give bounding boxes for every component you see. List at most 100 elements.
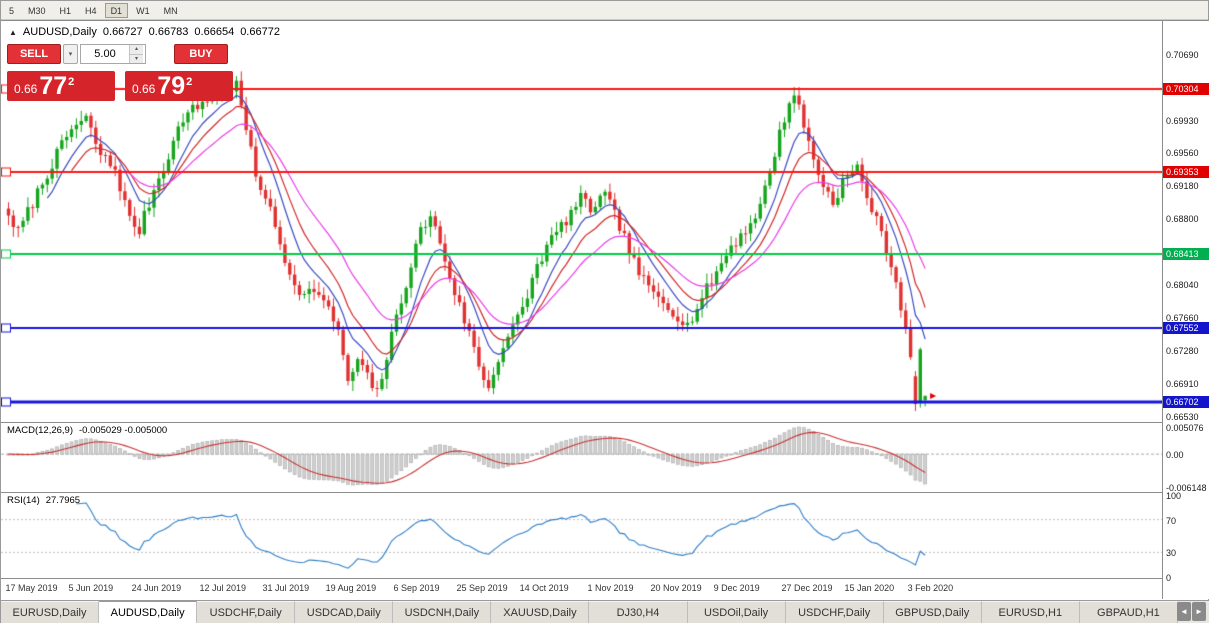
timeframe-toolbar: 5 M30 H1 H4 D1 W1 MN [1,1,1208,20]
rsi-axis-label: 0 [1166,573,1172,583]
date-axis-label: 25 Sep 2019 [456,583,508,593]
buy-button[interactable]: BUY [174,44,228,64]
price-axis-badge: 0.67552 [1163,322,1209,335]
tab-gbpaud-h1-11[interactable]: GBPAUD,H1 [1079,601,1178,623]
bid-price-prefix: 0.66 [14,82,38,96]
tab-usdoil-daily-7[interactable]: USDOil,Daily [687,601,786,623]
panel-separator [1,492,1208,493]
timeframe-button-h1[interactable]: H1 [59,5,72,16]
ohlc-low: 0.66654 [194,26,235,38]
panel-separator [1,20,1208,21]
price-axis: 0.70690 0.69930 0.69560 0.69180 0.68800 0.680… [1162,21,1209,599]
volume-input[interactable] [81,45,129,63]
price-axis-label: 0.69930 [1166,116,1199,127]
price-axis-badge: 0.70304 [1163,83,1209,96]
price-axis-label: 0.68800 [1166,214,1199,225]
ohlc-open: 0.66727 [102,26,143,38]
tab-usdchf-daily-8[interactable]: USDCHF,Daily [785,601,884,623]
ask-price-pipette: 2 [186,76,193,88]
date-axis-label: 31 Jul 2019 [262,583,310,593]
rsi-name: RSI(14) [7,495,40,506]
tab-audusd-daily-1[interactable]: AUDUSD,Daily [99,601,198,623]
candlestick-chart-canvas[interactable] [1,21,1162,422]
chart-tab-bar: EURUSD,Daily AUDUSD,Daily USDCHF,Daily USDC… [1,600,1209,623]
date-axis-label: 6 Sep 2019 [393,583,440,593]
sell-button[interactable]: SELL [7,44,61,64]
volume-stepper: ▴ ▾ [129,45,143,63]
volume-dropdown-button[interactable]: ▾ [63,44,78,64]
tab-eurusd-daily-0[interactable]: EURUSD,Daily [1,601,100,623]
timeframe-button-5[interactable]: 5 [9,5,15,16]
price-axis-label: 0.70690 [1166,50,1199,61]
date-axis-label: 17 May 2019 [5,583,58,593]
macd-panel-canvas[interactable] [1,423,1162,492]
macd-indicator-label: MACD(12,26,9) -0.005029 -0.005000 [7,425,167,436]
tab-gbpusd-daily-9[interactable]: GBPUSD,Daily [883,601,982,623]
price-axis-label: 0.67660 [1166,313,1199,324]
symbol-marker-icon: ▲ [9,27,17,37]
tab-scroll-left-button[interactable]: ◄ [1177,602,1191,621]
bid-price-pipette: 2 [68,76,75,88]
price-axis-label: 0.68040 [1166,280,1199,291]
date-axis-label: 24 Jun 2019 [131,583,182,593]
volume-decrease-button[interactable]: ▾ [130,54,143,63]
date-axis-label: 12 Jul 2019 [199,583,247,593]
price-axis-label: 0.66530 [1166,411,1199,422]
macd-values: -0.005029 -0.005000 [79,425,168,436]
date-axis-label: 3 Feb 2020 [907,583,954,593]
bid-price-big-digits: 77 [39,72,68,100]
tab-usdchf-daily-2[interactable]: USDCHF,Daily [197,601,296,623]
rsi-axis-label: 70 [1166,515,1177,526]
date-axis: 17 May 2019 5 Jun 2019 24 Jun 2019 12 Jul 2… [1,579,1162,600]
timeframe-button-d1[interactable]: D1 [104,2,129,18]
tab-dj30-h4-6[interactable]: DJ30,H4 [589,601,688,623]
rsi-value: 27.7965 [45,495,81,506]
macd-axis-label: 0.00 [1166,450,1184,461]
price-axis-badge: 0.68413 [1163,247,1209,260]
rsi-indicator-label: RSI(14) 27.7965 [7,495,80,506]
timeframe-button-m30[interactable]: M30 [28,5,46,16]
volume-increase-button[interactable]: ▴ [130,45,143,55]
tab-usdcad-daily-3[interactable]: USDCAD,Daily [295,601,394,623]
panel-separator [1,422,1208,423]
bid-price-button[interactable]: 0.66 77 2 [7,71,115,101]
date-axis-label: 5 Jun 2019 [68,583,114,593]
chart-symbol-label: AUDUSD,Daily [22,26,97,38]
date-axis-label: 27 Dec 2019 [781,583,833,593]
rsi-panel-canvas[interactable] [1,493,1162,578]
date-axis-label: 14 Oct 2019 [519,583,569,593]
price-axis-badge: 0.66702 [1163,396,1209,409]
ask-price-button[interactable]: 0.66 79 2 [125,71,233,101]
tab-usdcnh-daily-4[interactable]: USDCNH,Daily [393,601,492,623]
tab-scroll-right-button[interactable]: ► [1192,602,1206,621]
ask-price-big-digits: 79 [157,72,186,100]
date-axis-label: 1 Nov 2019 [587,583,634,593]
macd-axis-label: 0.005076 [1166,423,1204,433]
timeframe-button-h4[interactable]: H4 [85,5,97,16]
panel-separator [1,578,1208,579]
price-axis-badge: 0.69353 [1163,165,1209,178]
date-axis-label: 9 Dec 2019 [713,583,760,593]
ohlc-high: 0.66783 [148,26,189,38]
price-axis-label: 0.69180 [1166,181,1199,192]
macd-name: MACD(12,26,9) [7,425,73,436]
tab-eurusd-h1-10[interactable]: EURUSD,H1 [981,601,1080,623]
tab-scroll-nav: ◄ ► [1177,602,1206,621]
price-axis-label: 0.69560 [1166,148,1199,159]
chart-title: ▲ AUDUSD,Daily 0.66727 0.66783 0.66654 0… [9,26,280,38]
macd-axis-label: -0.006148 [1166,483,1207,493]
rsi-axis-label: 30 [1166,548,1177,559]
ask-price-prefix: 0.66 [132,82,156,96]
volume-field: ▴ ▾ [80,44,146,64]
one-click-trading-panel: SELL ▾ ▴ ▾ BUY 0.66 77 2 0.66 79 2 [7,44,233,101]
rsi-axis-label: 100 [1166,491,1182,501]
price-axis-label: 0.66910 [1166,378,1199,389]
date-axis-label: 19 Aug 2019 [325,583,377,593]
date-axis-label: 15 Jan 2020 [844,583,895,593]
price-axis-label: 0.67280 [1166,346,1199,357]
timeframe-button-mn[interactable]: MN [163,5,178,16]
ohlc-close: 0.66772 [240,26,280,38]
tab-xauusd-daily-5[interactable]: XAUUSD,Daily [491,601,590,623]
timeframe-button-w1[interactable]: W1 [136,5,150,16]
